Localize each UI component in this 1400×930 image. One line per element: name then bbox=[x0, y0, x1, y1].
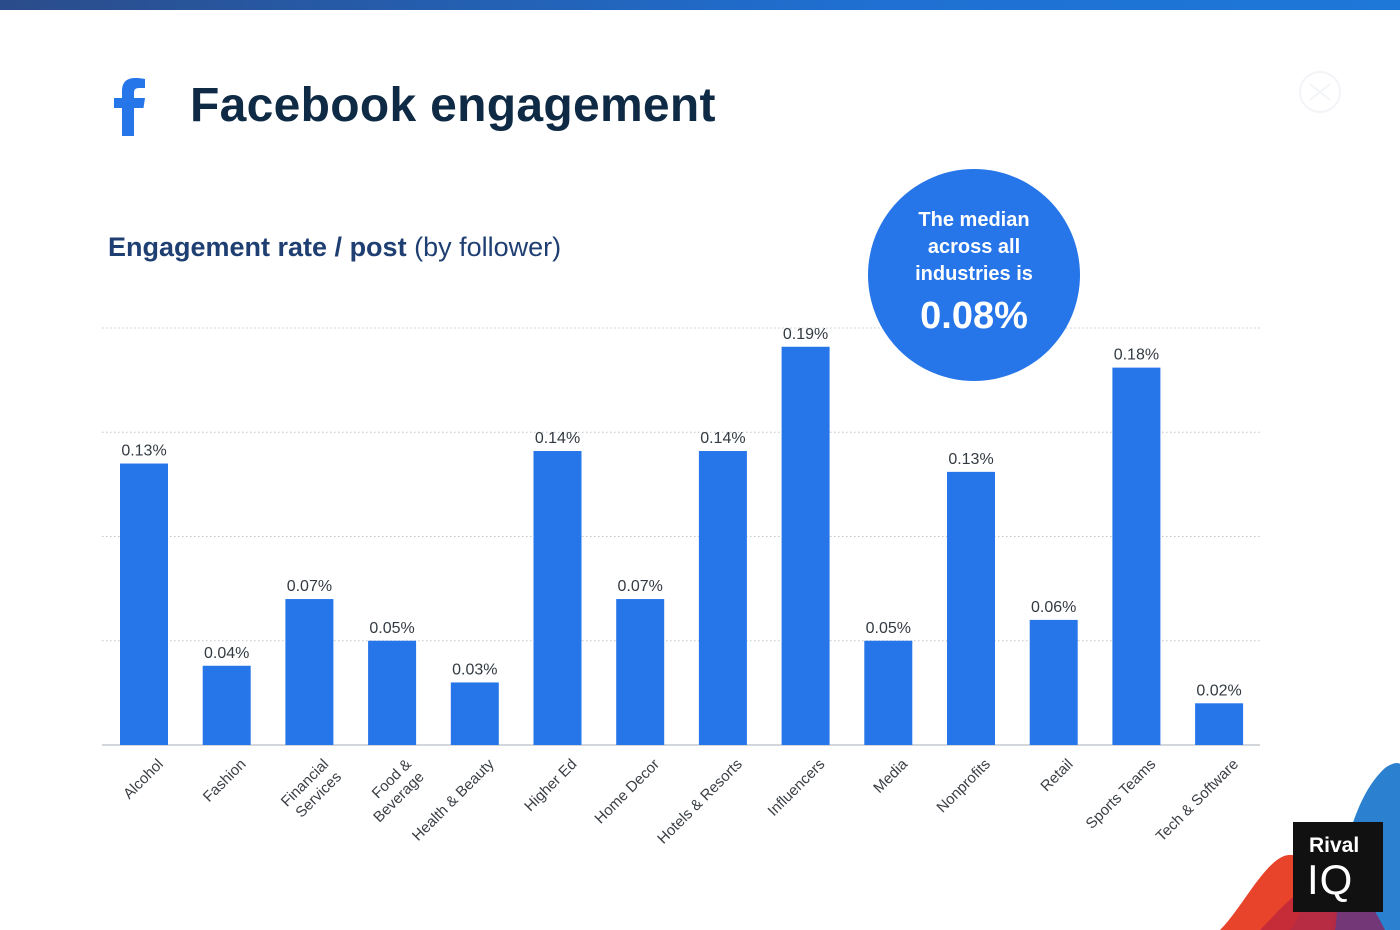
bar-11 bbox=[1029, 619, 1078, 745]
category-label: Home Decor bbox=[591, 756, 663, 828]
data-label: 0.19% bbox=[783, 326, 828, 343]
data-label: 0.13% bbox=[121, 443, 166, 460]
bar-3 bbox=[368, 640, 417, 745]
subtitle-normal: (by follower) bbox=[414, 232, 562, 262]
data-label: 0.02% bbox=[1196, 682, 1241, 699]
category-label: Influencers bbox=[765, 756, 829, 820]
data-label: 0.03% bbox=[452, 661, 497, 678]
data-label: 0.13% bbox=[948, 451, 993, 468]
bar-7 bbox=[698, 451, 747, 745]
data-label: 0.06% bbox=[1031, 599, 1076, 616]
median-callout: The median across all industries is 0.08… bbox=[868, 169, 1080, 381]
bar-8 bbox=[781, 346, 830, 745]
category-label: Nonprofits bbox=[933, 756, 993, 816]
chart-subtitle: Engagement rate / post (by follower) bbox=[108, 232, 561, 263]
data-label: 0.14% bbox=[535, 430, 580, 447]
bar-6 bbox=[616, 599, 665, 745]
bar-0 bbox=[120, 463, 168, 745]
bar-4 bbox=[450, 682, 499, 745]
bar-1 bbox=[202, 665, 251, 745]
bar-9 bbox=[864, 640, 913, 745]
facebook-icon bbox=[114, 78, 145, 136]
median-value: 0.08% bbox=[920, 295, 1028, 337]
rival-iq-logo: Rival IQ bbox=[1293, 822, 1383, 912]
brand-line-2: IQ bbox=[1307, 856, 1354, 903]
brand-line-1: Rival bbox=[1309, 834, 1360, 857]
bar-10 bbox=[947, 471, 995, 745]
page-title: Facebook engagement bbox=[190, 79, 716, 132]
data-label: 0.04% bbox=[204, 645, 249, 662]
subtitle-bold: Engagement rate / post bbox=[108, 232, 407, 262]
category-label: Food &Beverage bbox=[357, 756, 427, 826]
data-label: 0.18% bbox=[1114, 347, 1159, 364]
median-text: The median across all industries is bbox=[915, 209, 1033, 285]
data-label: 0.07% bbox=[618, 578, 663, 595]
bar-12 bbox=[1112, 367, 1161, 745]
category-label: Alcohol bbox=[120, 756, 167, 803]
category-label: Sports Teams bbox=[1083, 756, 1160, 833]
data-label: 0.07% bbox=[287, 578, 332, 595]
bar-2 bbox=[285, 599, 334, 745]
bar-5 bbox=[533, 451, 582, 745]
bar-13 bbox=[1195, 703, 1244, 745]
watermark-logo bbox=[1299, 71, 1341, 113]
category-label: Media bbox=[870, 755, 911, 796]
data-label: 0.05% bbox=[369, 620, 414, 637]
category-label: Health & Beauty bbox=[409, 755, 498, 844]
category-label: Fashion bbox=[200, 756, 250, 806]
top-accent-bar bbox=[0, 0, 1400, 10]
data-label: 0.14% bbox=[700, 430, 745, 447]
category-label: Hotels & Resorts bbox=[654, 756, 746, 848]
category-label: FinancialServices bbox=[278, 756, 345, 823]
category-label: Higher Ed bbox=[521, 756, 580, 815]
category-label: Retail bbox=[1037, 756, 1076, 795]
data-label: 0.05% bbox=[866, 620, 911, 637]
